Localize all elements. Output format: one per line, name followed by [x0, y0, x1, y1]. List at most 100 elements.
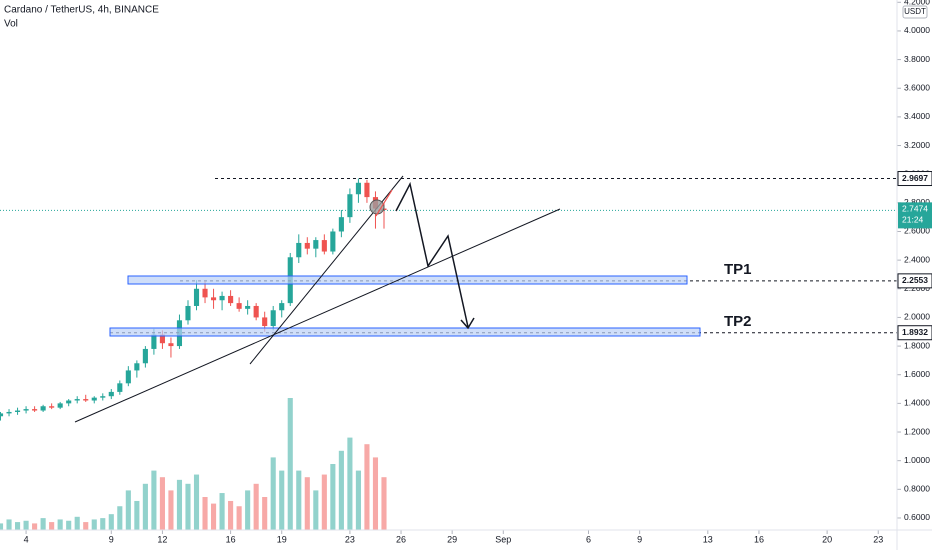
y-tick-label: 2.6000 — [904, 226, 930, 236]
volume-bar — [40, 518, 46, 530]
volume-bar — [159, 477, 165, 530]
volume-bar — [32, 523, 38, 530]
price-tag — [897, 171, 932, 187]
volume-bar — [253, 483, 259, 530]
volume-bar — [262, 497, 268, 530]
y-tick-label: 0.6000 — [904, 512, 930, 522]
candle-body — [57, 403, 63, 408]
volume-bar — [296, 470, 302, 530]
volume-bar — [100, 518, 106, 530]
volume-bar — [176, 479, 183, 530]
volume-bar — [6, 519, 12, 530]
volume-bar — [151, 470, 157, 530]
candle-body — [185, 305, 191, 321]
volume-bar — [279, 470, 285, 530]
x-tick-label: 23 — [873, 534, 883, 544]
candle-body — [23, 409, 29, 411]
volume-bar — [142, 483, 148, 530]
volume-bar — [193, 474, 200, 530]
countdown: 21:24 — [902, 215, 924, 225]
candle-body — [151, 334, 157, 349]
candle-body — [142, 348, 148, 364]
candle-body — [364, 182, 370, 198]
tp2-zone — [109, 327, 701, 337]
candle-body — [100, 396, 106, 398]
y-tick-label: 4.0000 — [904, 25, 930, 35]
candle-body — [40, 406, 46, 411]
candle-body — [134, 363, 140, 371]
currency-box — [902, 5, 928, 19]
candle-body — [321, 240, 327, 252]
candle-body — [253, 305, 259, 318]
candle-body — [330, 231, 336, 252]
candle-body — [14, 410, 21, 412]
arrow-head — [460, 317, 475, 330]
volume-bar — [236, 506, 242, 530]
tp2-label: TP2 — [724, 313, 752, 330]
x-tick-label: 19 — [277, 534, 287, 544]
volume-bar — [134, 500, 140, 530]
price-tag-label: 2.9697 — [902, 173, 928, 183]
volume-bar — [245, 490, 251, 530]
candle-body — [313, 240, 319, 249]
volume-bar — [381, 477, 387, 530]
x-tick-label: 26 — [396, 534, 406, 544]
volume-bar — [364, 444, 370, 530]
x-tick-label: 29 — [447, 534, 457, 544]
trend-line — [74, 208, 561, 423]
candle-body — [338, 217, 344, 232]
volume-bar — [330, 464, 336, 530]
volume-bar — [14, 522, 21, 530]
candle-body — [245, 305, 251, 309]
x-tick-label: 23 — [345, 534, 355, 544]
candle-body — [355, 182, 361, 195]
x-tick-label: 4 — [24, 534, 29, 544]
symbol-title: Cardano / TetherUS, 4h, BINANCE — [4, 5, 159, 16]
tp1-zone — [127, 275, 688, 285]
last-price-tag — [898, 202, 932, 229]
volume-bar — [338, 450, 344, 530]
candle-body — [202, 288, 208, 298]
candle-body — [159, 334, 165, 344]
volume-bar — [304, 477, 310, 530]
candle-body — [108, 391, 114, 397]
volume-bar — [228, 500, 234, 530]
volume-bar — [74, 516, 80, 530]
y-tick-label: 1.2000 — [904, 426, 930, 436]
candle-body — [0, 413, 4, 417]
x-tick-label: 13 — [703, 534, 713, 544]
candle-body — [228, 295, 234, 304]
x-tick-label: 12 — [157, 534, 167, 544]
volume-bar — [313, 490, 319, 530]
candle-body — [125, 370, 131, 384]
candle-body — [219, 295, 225, 301]
y-tick-label: 1.8000 — [904, 340, 930, 350]
candle-body — [347, 194, 353, 218]
volume-bar — [91, 519, 97, 530]
volume-bar — [83, 522, 89, 530]
volume-bar — [347, 437, 353, 530]
price-tag-label: 2.2553 — [902, 275, 928, 285]
y-tick-label: 2.0000 — [904, 312, 930, 322]
candle-body — [83, 399, 89, 401]
candle-body — [49, 406, 55, 408]
y-tick-label: 4.2000 — [904, 0, 930, 7]
last-price-label: 2.7474 — [902, 204, 928, 214]
candle-body — [66, 400, 72, 404]
y-tick-label: 3.6000 — [904, 82, 930, 92]
y-tick-label: 3.2000 — [904, 140, 930, 150]
candle-body — [296, 242, 302, 258]
y-tick-label: 3.4000 — [904, 111, 930, 121]
volume-bar — [66, 520, 72, 530]
volume-label: Vol — [4, 19, 18, 30]
x-tick-label: 9 — [637, 534, 642, 544]
candle-body — [279, 303, 285, 311]
volume-bar — [210, 503, 217, 530]
volume-bar — [219, 493, 225, 530]
volume-bar — [57, 519, 63, 530]
x-tick-label: 16 — [754, 534, 764, 544]
projection-path — [395, 181, 469, 328]
volume-bar — [168, 490, 174, 530]
